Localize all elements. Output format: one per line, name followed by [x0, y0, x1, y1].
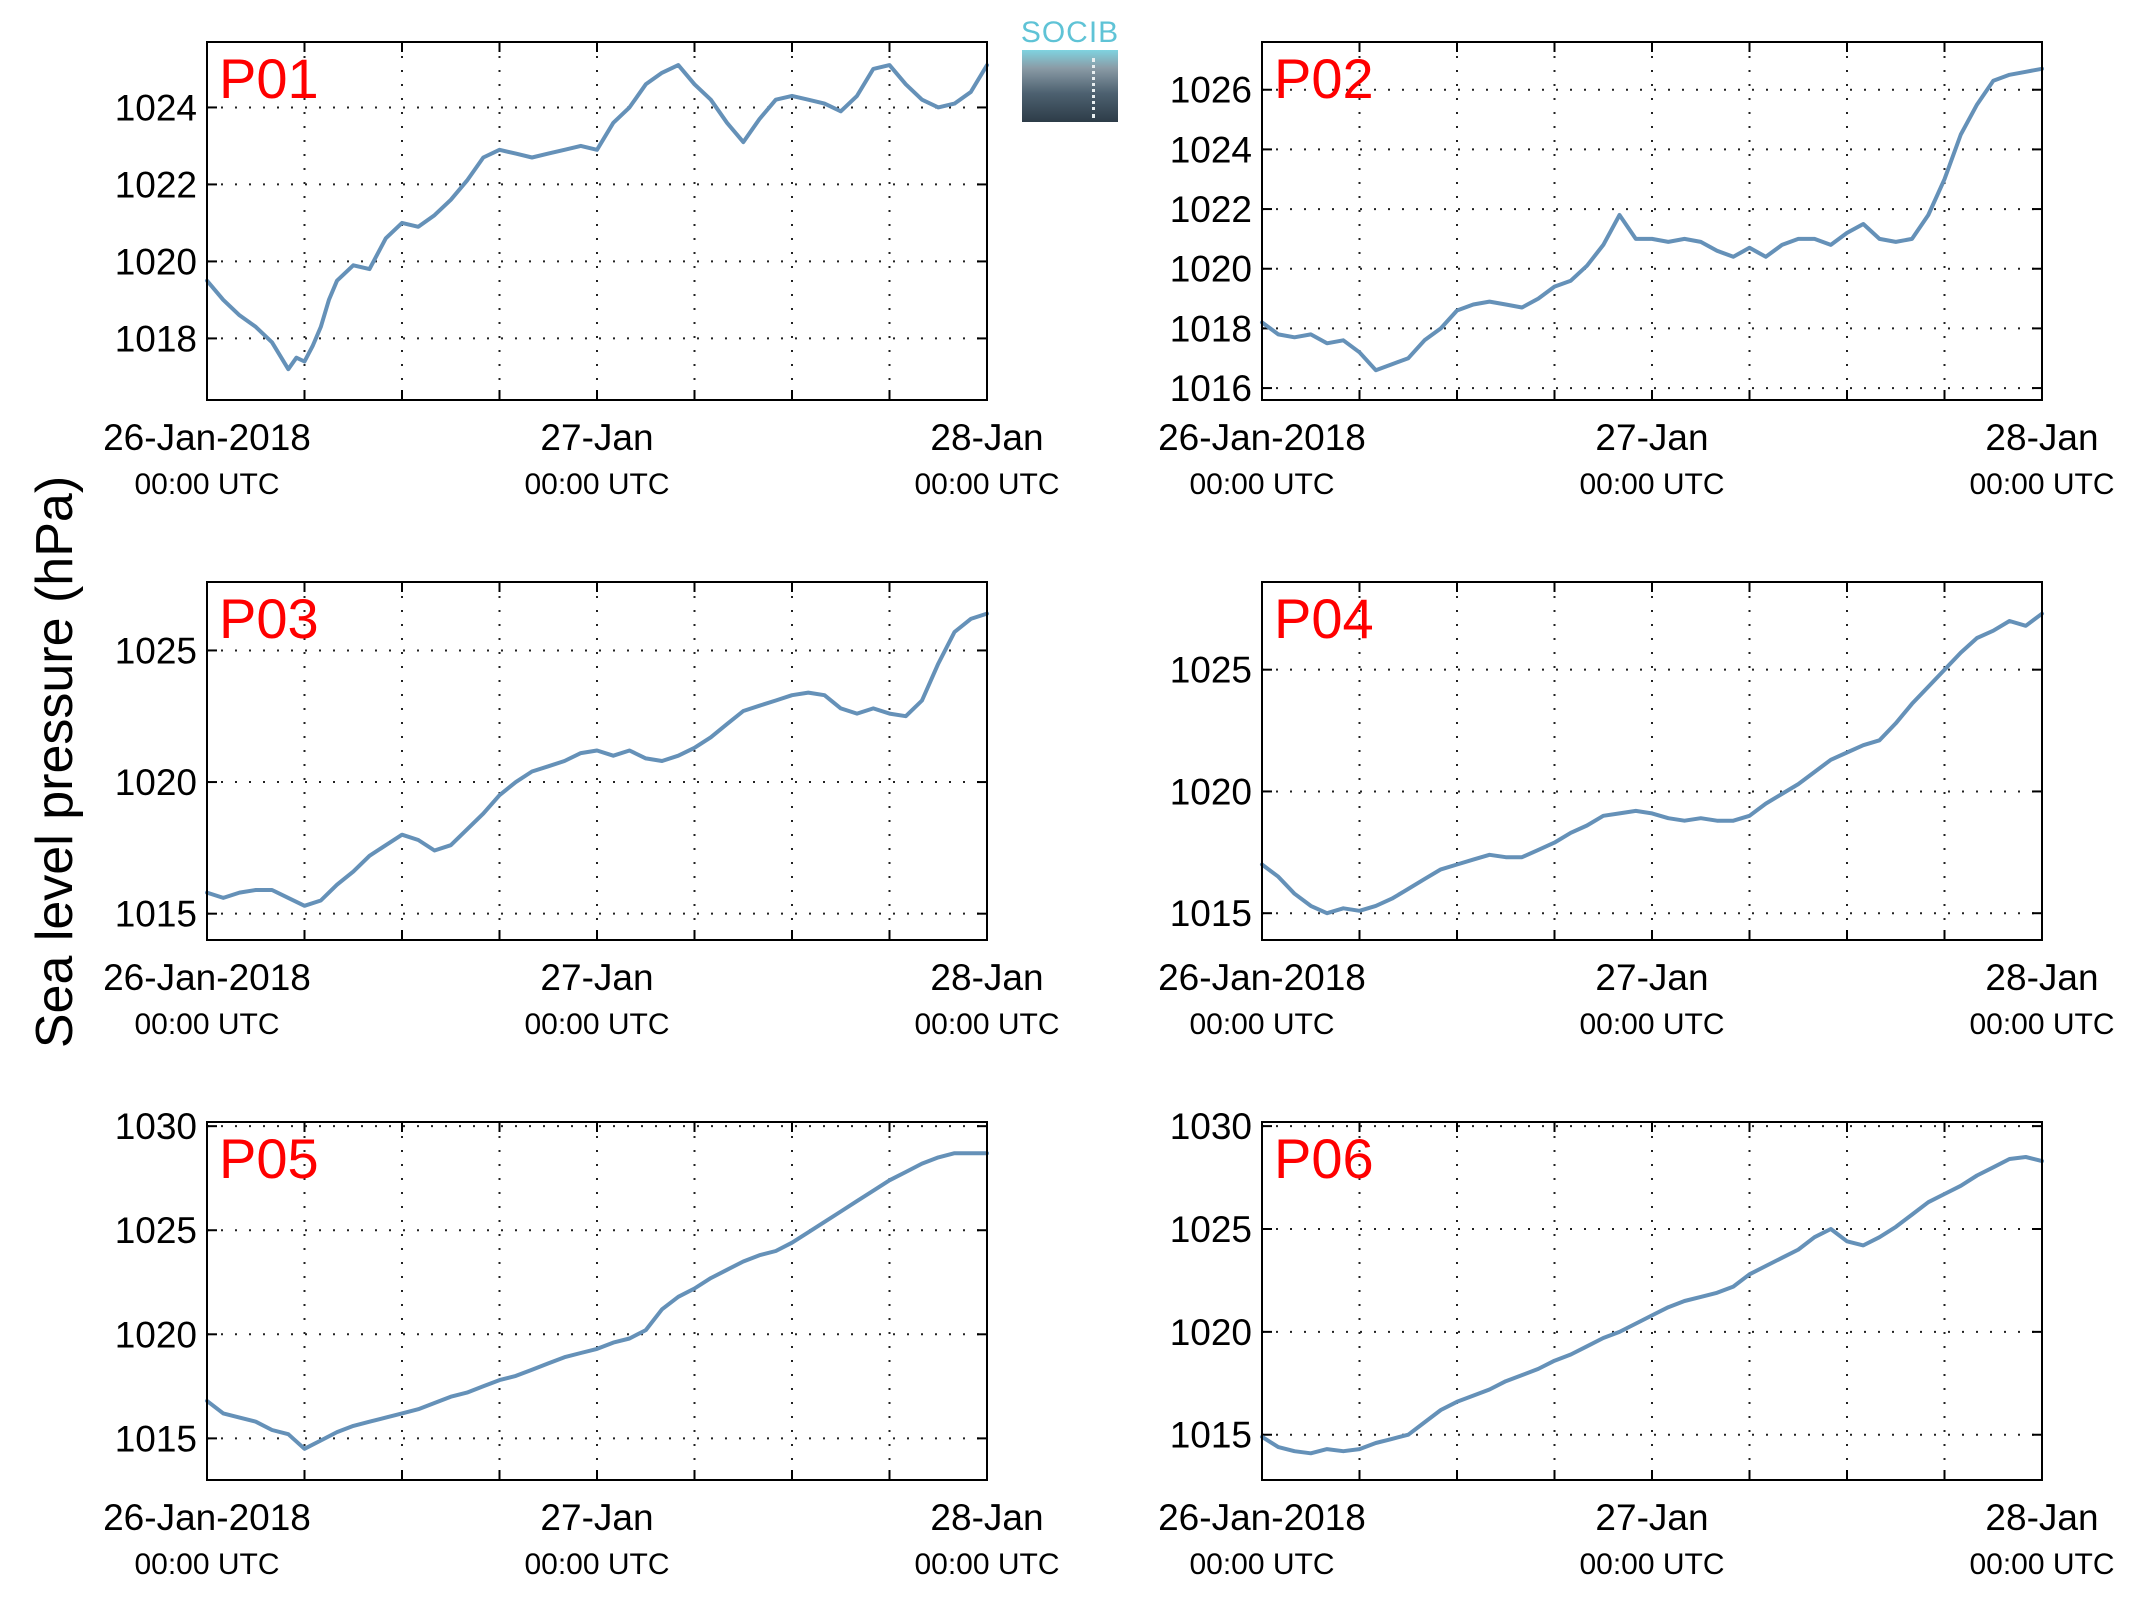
socib-logo: SOCIB — [1020, 18, 1120, 122]
y-tick-label: 1018 — [1170, 308, 1252, 349]
socib-logo-dots — [1092, 58, 1095, 118]
y-tick-label: 1025 — [1170, 1209, 1252, 1250]
y-tick-label: 1015 — [1170, 1415, 1252, 1456]
y-tick-label: 1025 — [115, 1210, 197, 1251]
x-tick-sublabel: 00:00 UTC — [1189, 468, 1334, 501]
x-tick-label: 28-Jan — [930, 1497, 1043, 1538]
x-tick-label: 26-Jan-2018 — [103, 957, 311, 998]
x-tick-label: 27-Jan — [540, 957, 653, 998]
plot-frame — [1261, 41, 2043, 401]
x-tick-label: 28-Jan — [930, 417, 1043, 458]
panel-label: P06 — [1274, 1127, 1374, 1190]
y-tick-label: 1022 — [1170, 189, 1252, 230]
x-tick-sublabel: 00:00 UTC — [1969, 468, 2114, 501]
y-tick-label: 1025 — [115, 630, 197, 671]
plot-frame — [1261, 581, 2043, 941]
x-tick-label: 26-Jan-2018 — [1158, 417, 1366, 458]
x-tick-sublabel: 00:00 UTC — [134, 1008, 279, 1041]
x-tick-sublabel: 00:00 UTC — [524, 468, 669, 501]
y-tick-label: 1020 — [1170, 249, 1252, 290]
y-tick-label: 1020 — [1170, 1312, 1252, 1353]
panel-p04: 1015 1020 1025 P04 26-Jan-2018 00:00 UTC 27-Ja… — [1158, 581, 2115, 1041]
panel-p01: 1018 1020 1022 1024 P01 26-Jan-2018 00:00 UTC 2… — [103, 41, 1060, 501]
x-tick-label: 27-Jan — [540, 417, 653, 458]
x-tick-label: 27-Jan — [1595, 417, 1708, 458]
x-tick-sublabel: 00:00 UTC — [1189, 1008, 1334, 1041]
panel-label: P02 — [1274, 47, 1374, 110]
x-tick-label: 28-Jan — [1985, 417, 2098, 458]
x-tick-sublabel: 00:00 UTC — [914, 468, 1059, 501]
x-tick-label: 28-Jan — [1985, 1497, 2098, 1538]
x-tick-label: 27-Jan — [1595, 1497, 1708, 1538]
x-tick-label: 27-Jan — [540, 1497, 653, 1538]
x-tick-sublabel: 00:00 UTC — [1579, 1008, 1724, 1041]
series-line — [205, 63, 989, 372]
y-tick-label: 1018 — [115, 318, 197, 359]
socib-logo-graphic — [1022, 50, 1118, 122]
y-tick-label: 1024 — [1170, 129, 1252, 170]
x-tick-label: 27-Jan — [1595, 957, 1708, 998]
x-tick-sublabel: 00:00 UTC — [914, 1548, 1059, 1581]
panel-label: P04 — [1274, 587, 1374, 650]
y-tick-label: 1015 — [115, 1418, 197, 1459]
x-tick-sublabel: 00:00 UTC — [1969, 1008, 2114, 1041]
y-tick-label: 1016 — [1170, 368, 1252, 409]
x-tick-label: 26-Jan-2018 — [103, 1497, 311, 1538]
y-tick-label: 1022 — [115, 164, 197, 205]
x-tick-sublabel: 00:00 UTC — [134, 468, 279, 501]
panel-label: P03 — [219, 587, 319, 650]
x-tick-sublabel: 00:00 UTC — [524, 1008, 669, 1041]
y-tick-label: 1015 — [1170, 893, 1252, 934]
plot-frame — [206, 41, 988, 401]
series-line — [1260, 1155, 2044, 1456]
y-tick-label: 1024 — [115, 87, 197, 128]
series-line — [205, 1151, 989, 1451]
y-tick-label: 1030 — [115, 1106, 197, 1147]
x-tick-sublabel: 00:00 UTC — [1579, 468, 1724, 501]
plot-frame — [206, 581, 988, 941]
x-tick-sublabel: 00:00 UTC — [914, 1008, 1059, 1041]
series-line — [1260, 611, 2044, 916]
y-tick-label: 1020 — [115, 1314, 197, 1355]
x-tick-sublabel: 00:00 UTC — [1969, 1548, 2114, 1581]
x-tick-label: 26-Jan-2018 — [103, 417, 311, 458]
plot-frame — [206, 1121, 988, 1481]
socib-logo-text: SOCIB — [1020, 16, 1120, 49]
plot-frame — [1261, 1121, 2043, 1481]
y-tick-label: 1030 — [1170, 1106, 1252, 1147]
x-tick-label: 26-Jan-2018 — [1158, 1497, 1366, 1538]
y-tick-label: 1025 — [1170, 650, 1252, 691]
x-tick-sublabel: 00:00 UTC — [1189, 1548, 1334, 1581]
y-tick-label: 1020 — [115, 241, 197, 282]
panel-p02: 1016 1018 1020 1022 1024 1026 P02 26-Jan-2018 00… — [1158, 41, 2115, 501]
x-tick-label: 28-Jan — [930, 957, 1043, 998]
y-axis-label: Sea level pressure (hPa) — [26, 476, 84, 1048]
panel-label: P05 — [219, 1127, 319, 1190]
series-line — [205, 611, 989, 908]
panel-p06: 1015 1020 1025 1030 P06 26-Jan-2018 00:00 UTC 2… — [1158, 1106, 2114, 1581]
y-tick-label: 1015 — [115, 894, 197, 935]
panel-p05: 1015 1020 1025 1030 P05 26-Jan-2018 00:00 UTC 2… — [103, 1106, 1059, 1581]
panel-p03: 1015 1020 1025 P03 26-Jan-2018 00:00 UTC 27-Ja… — [103, 581, 1060, 1041]
series-line — [1260, 66, 2044, 373]
x-tick-sublabel: 00:00 UTC — [1579, 1548, 1724, 1581]
y-tick-label: 1020 — [1170, 771, 1252, 812]
x-tick-label: 28-Jan — [1985, 957, 2098, 998]
x-tick-label: 26-Jan-2018 — [1158, 957, 1366, 998]
y-tick-label: 1020 — [115, 762, 197, 803]
x-tick-sublabel: 00:00 UTC — [524, 1548, 669, 1581]
y-tick-label: 1026 — [1170, 70, 1252, 111]
x-tick-sublabel: 00:00 UTC — [134, 1548, 279, 1581]
panel-label: P01 — [219, 47, 319, 110]
